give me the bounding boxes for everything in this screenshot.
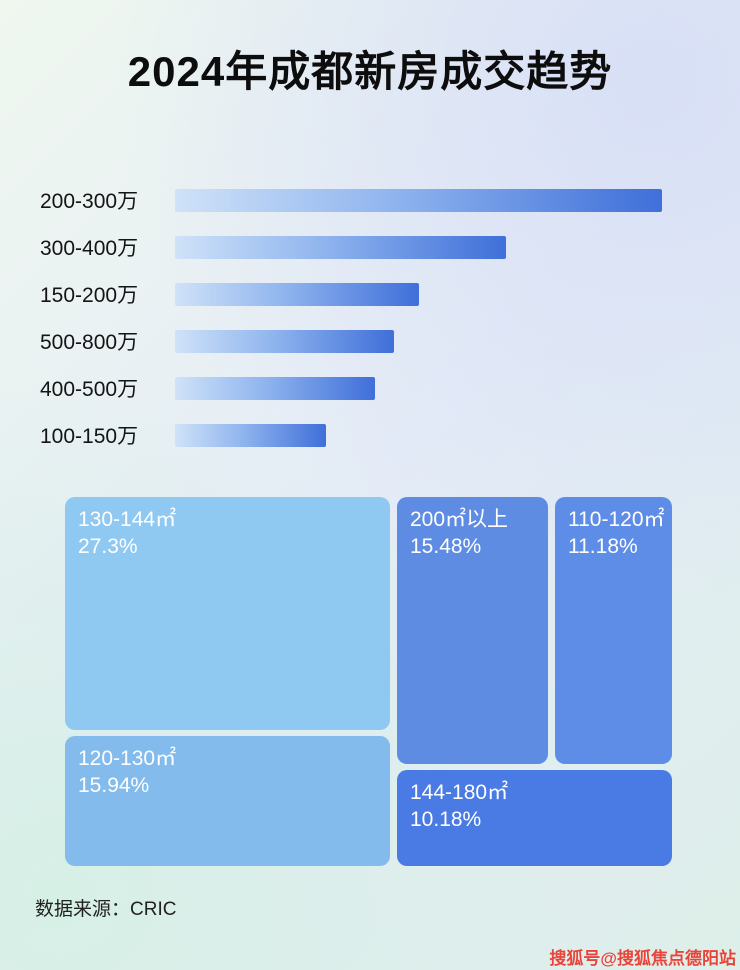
- bar-category-label: 150-200万: [40, 284, 139, 307]
- treemap-block: 130-144㎡ 27.3%: [65, 497, 390, 730]
- bar-category-label: 400-500万: [40, 378, 139, 401]
- treemap-block: 110-120㎡ 11.18%: [555, 497, 672, 764]
- treemap-block-value: 11.18%: [568, 535, 638, 559]
- treemap-block-label: 110-120㎡: [568, 508, 665, 531]
- bar-track: [175, 329, 662, 353]
- bar: [175, 282, 419, 306]
- bar-row: 500-800万: [40, 329, 700, 354]
- price-band-bar-chart: 200-300万 300-400万 150-200万 500-800万 400-…: [40, 188, 700, 448]
- treemap-block-label: 144-180㎡: [410, 781, 509, 804]
- bar-row: 150-200万: [40, 282, 700, 307]
- treemap-block-value: 27.3%: [78, 535, 138, 559]
- treemap-block: 200㎡以上 15.48%: [397, 497, 548, 764]
- bar-category-label: 200-300万: [40, 190, 139, 213]
- treemap-block-value: 15.48%: [410, 535, 482, 559]
- bar-row: 100-150万: [40, 423, 700, 448]
- treemap-block-label: 120-130㎡: [78, 747, 177, 770]
- treemap-block-value: 10.18%: [410, 808, 482, 832]
- bar-row: 200-300万: [40, 188, 700, 213]
- bar: [175, 188, 662, 212]
- bar: [175, 376, 375, 400]
- bar-track: [175, 282, 662, 306]
- bar: [175, 329, 395, 353]
- treemap-block-label: 130-144㎡: [78, 508, 177, 531]
- data-source-note: 数据来源：CRIC: [35, 899, 177, 920]
- bar-row: 400-500万: [40, 376, 700, 401]
- treemap-block: 120-130㎡ 15.94%: [65, 736, 390, 866]
- treemap-block-value: 15.94%: [78, 774, 150, 798]
- bar-category-label: 500-800万: [40, 331, 139, 354]
- treemap-block: 144-180㎡ 10.18%: [397, 770, 672, 866]
- area-share-treemap: 130-144㎡ 27.3% 120-130㎡ 15.94% 200㎡以上 15…: [65, 497, 672, 866]
- bar-track: [175, 376, 662, 400]
- watermark-text: 搜狐号@搜狐焦点德阳站: [549, 949, 736, 968]
- bar-track: [175, 188, 662, 212]
- bar-track: [175, 423, 662, 447]
- bar-category-label: 100-150万: [40, 425, 139, 448]
- bar: [175, 235, 507, 259]
- page-title: 2024年成都新房成交趋势: [127, 48, 613, 95]
- bar: [175, 423, 326, 447]
- bar-row: 300-400万: [40, 235, 700, 260]
- bar-category-label: 300-400万: [40, 237, 139, 260]
- bar-track: [175, 235, 662, 259]
- treemap-block-label: 200㎡以上: [410, 508, 509, 531]
